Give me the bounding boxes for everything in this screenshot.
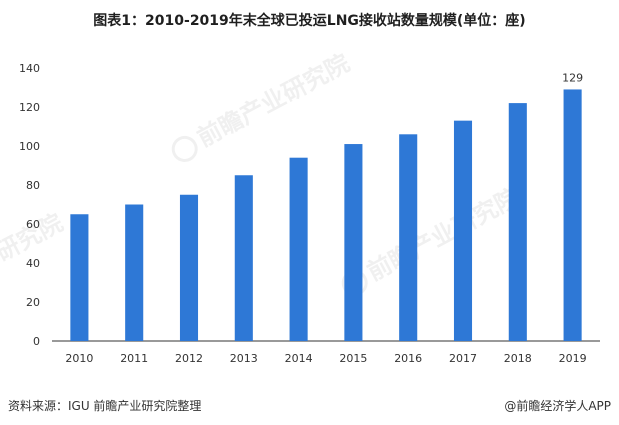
x-tick-label: 2012 bbox=[175, 352, 203, 365]
x-tick-label: 2014 bbox=[285, 352, 313, 365]
x-tick-label: 2017 bbox=[449, 352, 477, 365]
data-label-2019: 129 bbox=[562, 71, 583, 84]
bar-2012 bbox=[179, 194, 199, 341]
bar-2016 bbox=[399, 134, 418, 341]
y-tick-label: 120 bbox=[19, 101, 40, 114]
bar-2015 bbox=[344, 144, 363, 341]
y-tick-label: 0 bbox=[33, 335, 40, 348]
y-tick-label: 100 bbox=[19, 140, 40, 153]
bar-2018 bbox=[508, 103, 527, 341]
bar-2014 bbox=[289, 157, 308, 341]
footer: 资料来源：IGU 前瞻产业研究院整理 @前瞻经济学人APP bbox=[0, 393, 619, 425]
bar-2019 bbox=[563, 89, 582, 341]
x-tick-label: 2019 bbox=[559, 352, 587, 365]
y-tick-label: 40 bbox=[26, 257, 40, 270]
bar-chart: 0 20 40 60 80 100 120 140 2010 2011 2012 2013 2014 20… bbox=[19, 62, 600, 365]
bar-2013 bbox=[234, 175, 253, 341]
x-tick-label: 2010 bbox=[65, 352, 93, 365]
x-tick-label: 2015 bbox=[339, 352, 367, 365]
y-tick-label: 20 bbox=[26, 296, 40, 309]
x-tick-label: 2011 bbox=[120, 352, 148, 365]
bar-2010 bbox=[70, 214, 89, 341]
app-credit: @前瞻经济学人APP bbox=[504, 399, 611, 413]
bar-2011 bbox=[125, 204, 144, 341]
x-tick-label: 2013 bbox=[230, 352, 258, 365]
x-tick-label: 2018 bbox=[504, 352, 532, 365]
source-note: 资料来源：IGU 前瞻产业研究院整理 bbox=[8, 399, 202, 413]
bar-2017 bbox=[453, 120, 473, 342]
y-tick-label: 80 bbox=[26, 179, 40, 192]
x-tick-label: 2016 bbox=[394, 352, 422, 365]
chart-title: 图表1：2010-2019年末全球已投运LNG接收站数量规模(单位：座) bbox=[93, 13, 526, 29]
y-tick-label: 140 bbox=[19, 62, 40, 75]
y-tick-label: 60 bbox=[26, 218, 40, 231]
